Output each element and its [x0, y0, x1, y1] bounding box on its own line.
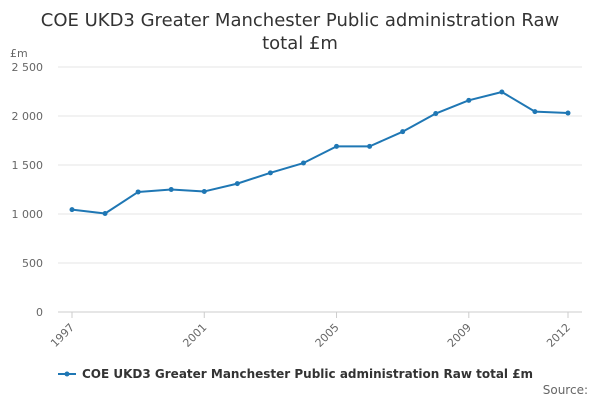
data-point[interactable] — [466, 97, 472, 103]
data-point[interactable] — [367, 143, 373, 149]
data-point[interactable] — [433, 111, 439, 117]
x-axis: 1997 2001 2005 2009 2012 — [48, 312, 573, 350]
y-axis-unit-label: £m — [10, 47, 28, 60]
data-point[interactable] — [168, 187, 174, 192]
data-point[interactable] — [532, 109, 538, 115]
x-tick-label: 2012 — [544, 321, 573, 350]
data-point[interactable] — [267, 170, 273, 176]
x-tick-label: 1997 — [48, 321, 77, 350]
legend-label: COE UKD3 Greater Manchester Public admin… — [82, 367, 533, 381]
legend[interactable]: COE UKD3 Greater Manchester Public admin… — [58, 367, 533, 381]
y-tick-label: 2 000 — [12, 110, 44, 123]
chart-title-line-2: total £m — [262, 33, 338, 54]
gridlines — [58, 66, 582, 313]
data-point[interactable] — [565, 110, 571, 116]
data-point[interactable] — [234, 181, 240, 187]
y-tick-label: 1 500 — [12, 159, 44, 172]
y-tick-label: 0 — [36, 306, 43, 319]
series-line — [71, 90, 569, 215]
legend-point-marker — [64, 371, 70, 377]
x-tick-label: 2005 — [313, 321, 342, 350]
y-tick-label: 1 000 — [12, 208, 44, 221]
x-tick-label: 2009 — [445, 321, 474, 350]
y-tick-label: 2 500 — [12, 61, 44, 74]
y-axis-ticks: 0 500 1 000 1 500 2 000 2 500 — [12, 61, 44, 319]
source-label: Source: — [543, 383, 588, 397]
data-point[interactable] — [69, 207, 75, 213]
data-point[interactable] — [135, 189, 141, 195]
data-point[interactable] — [400, 129, 406, 135]
data-point[interactable] — [102, 211, 108, 217]
x-tick-label: 2001 — [180, 321, 209, 350]
data-point[interactable] — [201, 188, 207, 194]
plot-area — [69, 89, 571, 217]
data-point[interactable] — [300, 160, 306, 166]
chart-title-line-1: COE UKD3 Greater Manchester Public admin… — [41, 10, 559, 31]
y-tick-label: 500 — [22, 257, 43, 270]
data-point[interactable] — [334, 143, 340, 149]
data-point[interactable] — [499, 89, 505, 95]
